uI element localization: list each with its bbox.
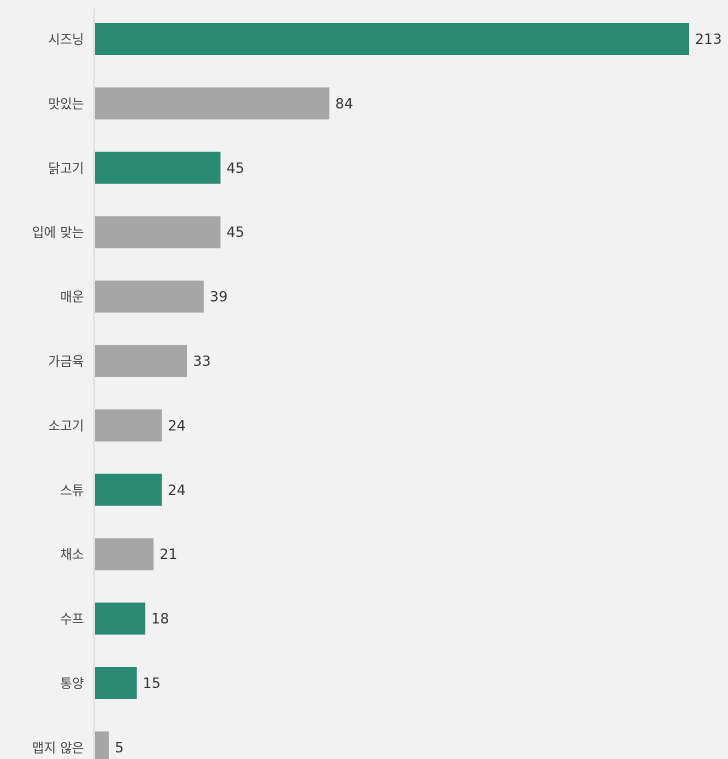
category-label-8: 채소 xyxy=(60,548,84,563)
category-label-4: 매운 xyxy=(60,291,84,306)
value-label-8: 21 xyxy=(160,547,178,563)
category-label-7: 스튜 xyxy=(60,484,84,499)
category-label-1: 맛있는 xyxy=(48,97,84,112)
category-label-0: 시즈닝 xyxy=(48,33,84,48)
bar-10 xyxy=(95,667,137,699)
bar-4 xyxy=(95,280,204,313)
value-label-5: 33 xyxy=(193,354,211,370)
value-labels-group: 213 84 45 45 39 33 24 24 21 18 15 5 xyxy=(115,32,722,756)
bar-1 xyxy=(95,87,330,120)
category-label-6: 소고기 xyxy=(48,419,84,434)
value-label-4: 39 xyxy=(210,290,228,306)
bar-8 xyxy=(95,538,154,571)
bar-6 xyxy=(95,409,162,442)
category-label-3: 입에 맞는 xyxy=(32,226,84,241)
value-label-11: 5 xyxy=(115,740,124,756)
value-label-0: 213 xyxy=(695,32,722,48)
bar-9 xyxy=(95,602,146,635)
value-label-1: 84 xyxy=(335,96,353,112)
category-label-10: 통양 xyxy=(60,677,84,692)
bar-5 xyxy=(95,345,187,377)
bar-11 xyxy=(95,731,109,759)
category-label-5: 가금육 xyxy=(48,355,84,370)
value-label-10: 15 xyxy=(143,676,161,692)
bar-0 xyxy=(95,23,689,55)
bar-3 xyxy=(95,216,221,249)
value-label-3: 45 xyxy=(227,225,245,241)
category-label-11: 맵지 않은 xyxy=(32,741,84,756)
category-label-9: 수프 xyxy=(60,613,84,628)
value-label-7: 24 xyxy=(168,483,186,499)
bar-2 xyxy=(95,151,221,184)
value-label-6: 24 xyxy=(168,418,186,434)
value-label-9: 18 xyxy=(151,612,169,628)
bars-group xyxy=(95,23,689,759)
category-label-2: 닭고기 xyxy=(48,162,84,177)
value-label-2: 45 xyxy=(227,161,245,177)
bar-7 xyxy=(95,473,162,506)
